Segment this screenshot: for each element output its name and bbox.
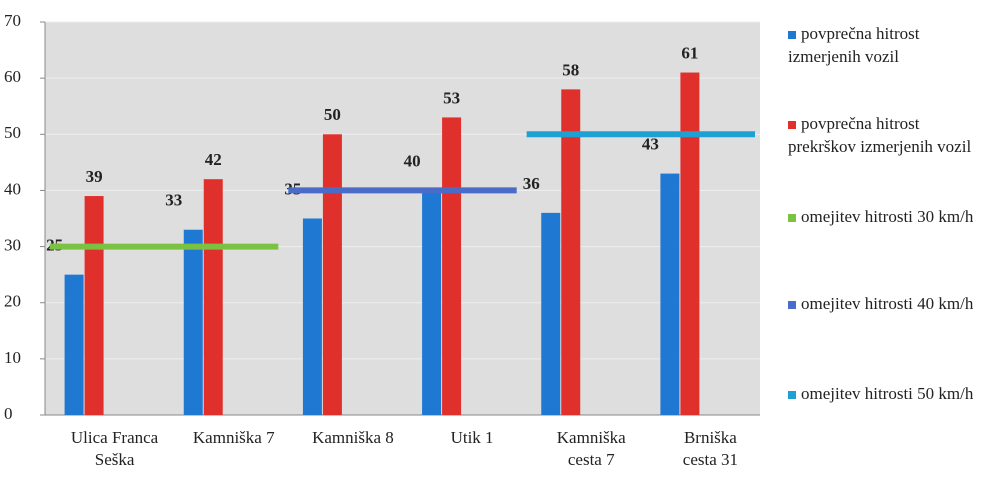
- data-label: 33: [165, 191, 182, 210]
- bar: [203, 179, 223, 415]
- legend-swatch: [788, 121, 796, 129]
- y-tick-label: 10: [4, 348, 21, 367]
- bar: [183, 229, 203, 415]
- legend-swatch: [788, 31, 796, 39]
- legend-entry: omejitev hitrosti 50 km/h: [788, 382, 988, 405]
- legend-swatch: [788, 391, 796, 399]
- legend-label: povprečna hitrost izmerjenih vozil: [788, 24, 920, 66]
- data-label: 53: [443, 88, 460, 107]
- bar: [422, 190, 442, 415]
- legend-swatch: [788, 301, 796, 309]
- plot-background: [45, 22, 760, 415]
- bar: [84, 196, 104, 415]
- y-tick-label: 60: [4, 67, 21, 86]
- data-label: 58: [562, 60, 579, 79]
- legend-label: omejitev hitrosti 50 km/h: [801, 384, 974, 403]
- bar: [322, 134, 342, 416]
- y-tick-label: 70: [4, 11, 21, 30]
- legend-label: omejitev hitrosti 30 km/h: [801, 207, 974, 226]
- y-tick-label: 0: [4, 404, 13, 423]
- bar: [302, 218, 322, 415]
- y-tick-label: 40: [4, 179, 21, 198]
- bar: [541, 212, 561, 415]
- data-label: 43: [642, 134, 659, 153]
- data-label: 50: [324, 105, 341, 124]
- x-tick-label: Kamniška 7: [192, 428, 275, 447]
- data-label: 42: [205, 150, 222, 169]
- x-tick-label: Utik 1: [450, 428, 494, 447]
- x-tick-label: Kamniška 8: [312, 428, 394, 447]
- data-label: 61: [681, 43, 698, 62]
- legend-label: povprečna hitrost prekrškov izmerjenih v…: [788, 114, 972, 156]
- x-tick-label: Ulica Franca Seška: [70, 428, 159, 469]
- y-tick-label: 30: [4, 235, 21, 254]
- bar: [561, 89, 581, 415]
- legend-entry: omejitev hitrosti 40 km/h: [788, 292, 988, 315]
- bar: [64, 274, 84, 415]
- y-tick-label: 20: [4, 292, 21, 311]
- legend-entry: povprečna hitrost izmerjenih vozil: [788, 22, 988, 68]
- bar: [442, 117, 462, 415]
- legend-swatch: [788, 214, 796, 222]
- y-tick-label: 50: [4, 123, 21, 142]
- data-label: 36: [523, 174, 540, 193]
- legend-entry: povprečna hitrost prekrškov izmerjenih v…: [788, 112, 988, 158]
- x-tick-label: Kamniška cesta 7: [556, 428, 626, 469]
- bar: [660, 173, 680, 415]
- legend-entry: omejitev hitrosti 30 km/h: [788, 205, 988, 228]
- x-tick-label: Brniška cesta 31: [682, 428, 739, 469]
- bar: [680, 72, 700, 416]
- legend-label: omejitev hitrosti 40 km/h: [801, 294, 974, 313]
- data-label: 39: [86, 167, 103, 186]
- data-label: 40: [404, 151, 421, 170]
